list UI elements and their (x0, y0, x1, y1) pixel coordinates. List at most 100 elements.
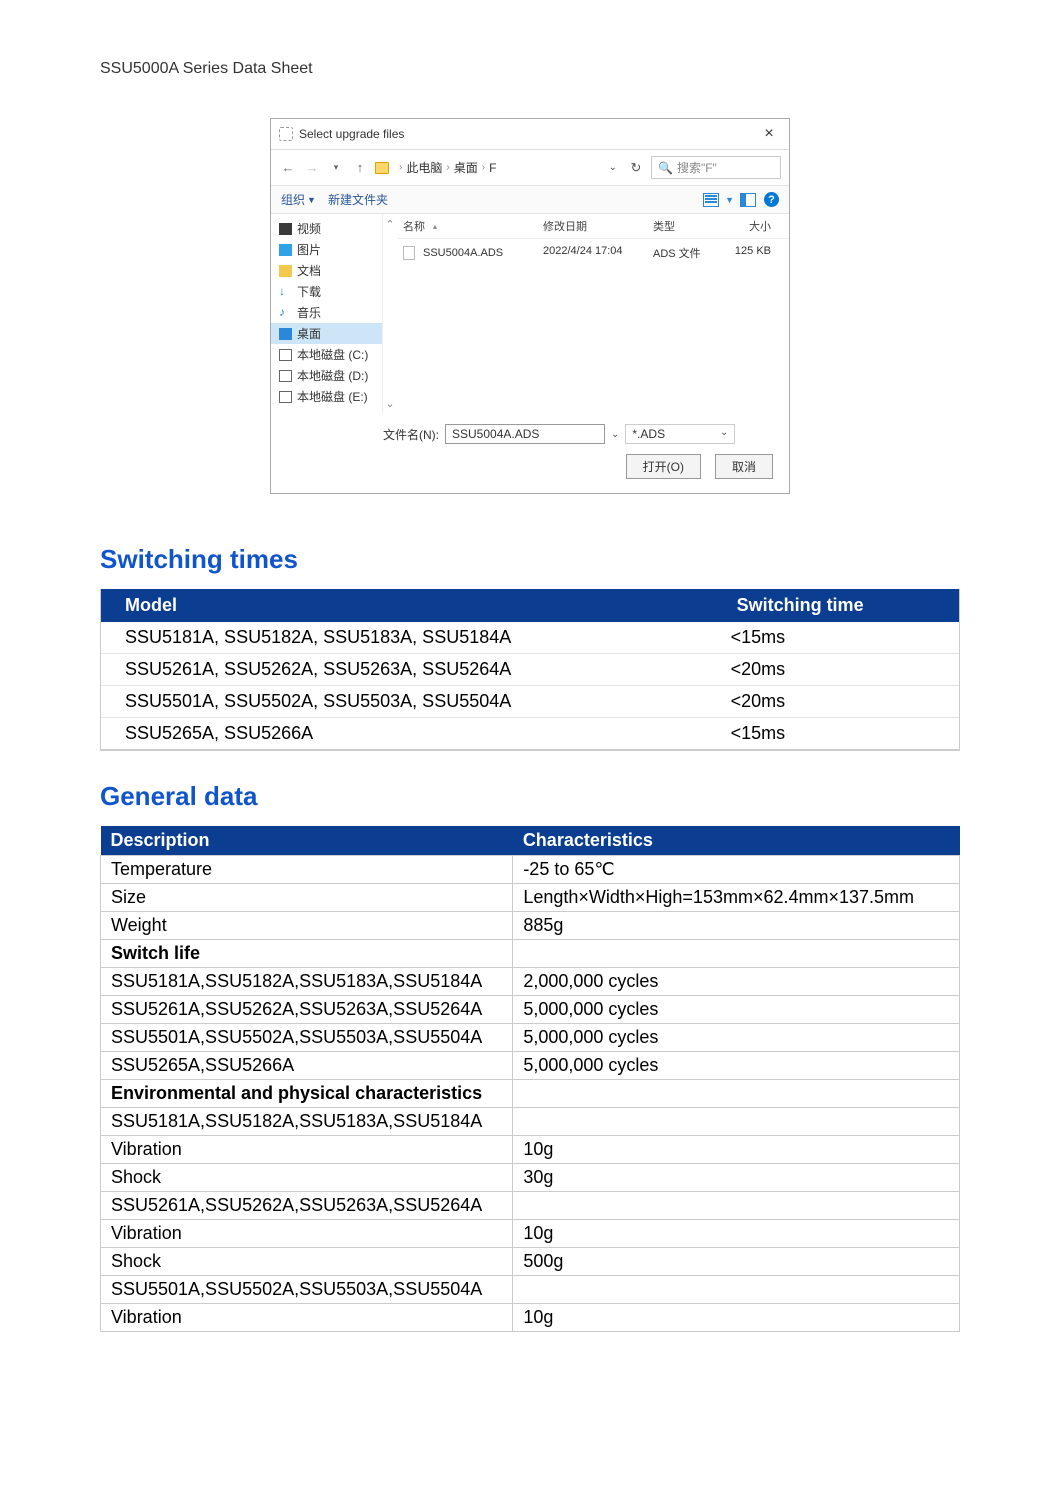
sidebar-item-desktop[interactable]: 桌面 (271, 323, 382, 344)
sidebar-item-pictures[interactable]: 图片 (271, 239, 382, 260)
table-cell: SSU5265A,SSU5266A (101, 1052, 513, 1080)
organize-menu[interactable]: 组织 ▼ (281, 191, 316, 208)
table-row: Shock500g (101, 1248, 960, 1276)
table-cell: Temperature (101, 856, 513, 884)
breadcrumb-item[interactable]: 此电脑 (406, 159, 442, 176)
column-date[interactable]: 修改日期 (537, 214, 647, 238)
table-cell: 5,000,000 cycles (513, 1052, 960, 1080)
table-cell: Environmental and physical characteristi… (101, 1080, 513, 1108)
sidebar-item-drive-c[interactable]: 本地磁盘 (C:) (271, 344, 382, 365)
table-cell: Vibration (101, 1220, 513, 1248)
sidebar-item-drive-e[interactable]: 本地磁盘 (E:) (271, 386, 382, 407)
table-cell: Shock (101, 1164, 513, 1192)
sidebar-item-music[interactable]: 音乐 (271, 302, 382, 323)
forward-icon[interactable]: → (303, 159, 321, 177)
table-header: Model (101, 589, 707, 622)
table-row: SSU5265A, SSU5266A<15ms (101, 718, 959, 750)
dialog-footer: 文件名(N): SSU5004A.ADS ⌄ *.ADS ⌄ 打开(O) 取消 (271, 414, 789, 493)
drive-icon (279, 391, 292, 403)
folder-icon (375, 162, 389, 174)
table-cell (513, 1276, 960, 1304)
back-icon[interactable]: ← (279, 159, 297, 177)
file-open-dialog: Select upgrade files × ← → ▾ ↑ › 此电脑 › 桌… (270, 118, 790, 494)
breadcrumb-item[interactable]: 桌面 (454, 159, 478, 176)
table-cell: Weight (101, 912, 513, 940)
column-type[interactable]: 类型 (647, 214, 717, 238)
video-icon (279, 223, 292, 235)
table-cell (513, 1108, 960, 1136)
sidebar-item-label: 本地磁盘 (D:) (297, 367, 368, 384)
file-type: ADS 文件 (647, 241, 717, 265)
refresh-icon[interactable]: ↻ (627, 159, 645, 177)
caret-down-icon[interactable]: ▼ (725, 195, 734, 205)
table-cell: Shock (101, 1248, 513, 1276)
file-size: 125 KB (717, 241, 777, 265)
caret-down-icon: ⌄ (720, 427, 728, 441)
section-heading-general: General data (100, 781, 960, 812)
table-row: SSU5501A,SSU5502A,SSU5503A,SSU5504A (101, 1276, 960, 1304)
dialog-nav: ← → ▾ ↑ › 此电脑 › 桌面 › F ⌄ ↻ 🔍 搜索"F" (271, 150, 789, 185)
sidebar-item-label: 桌面 (297, 325, 321, 342)
table-cell: SSU5261A, SSU5262A, SSU5263A, SSU5264A (101, 654, 707, 686)
file-filter-select[interactable]: *.ADS ⌄ (625, 424, 735, 444)
up-icon[interactable]: ↑ (351, 159, 369, 177)
sidebar-item-downloads[interactable]: 下载 (271, 281, 382, 302)
table-cell: Vibration (101, 1136, 513, 1164)
close-icon[interactable]: × (757, 125, 781, 143)
dialog-sidebar: 视频 图片 文档 下载 音乐 桌面 本地磁盘 (C:) 本地磁盘 (D:) 本地… (271, 214, 383, 414)
path-dropdown-icon[interactable]: ⌄ (605, 162, 621, 173)
dialog-title: Select upgrade files (299, 127, 757, 141)
music-icon (279, 307, 292, 319)
column-name[interactable]: 名称▴ (397, 214, 537, 238)
table-row: SSU5261A,SSU5262A,SSU5263A,SSU5264A5,000… (101, 996, 960, 1024)
view-options-icon[interactable] (703, 193, 719, 207)
caret-down-icon: ▼ (307, 195, 316, 205)
drive-icon (279, 349, 292, 361)
sidebar-item-label: 图片 (297, 241, 321, 258)
filename-label: 文件名(N): (383, 426, 439, 443)
table-cell: SSU5181A, SSU5182A, SSU5183A, SSU5184A (101, 622, 707, 654)
table-header: Description (101, 826, 513, 856)
file-date: 2022/4/24 17:04 (537, 241, 647, 265)
table-cell: <20ms (707, 686, 959, 718)
search-icon: 🔍 (658, 161, 673, 175)
table-cell: -25 to 65℃ (513, 856, 960, 884)
search-input[interactable]: 🔍 搜索"F" (651, 156, 781, 179)
table-cell: 885g (513, 912, 960, 940)
cancel-button[interactable]: 取消 (715, 454, 773, 479)
picture-icon (279, 244, 292, 256)
table-cell: Vibration (101, 1304, 513, 1332)
recent-dropdown-icon[interactable]: ▾ (327, 159, 345, 177)
table-cell: 5,000,000 cycles (513, 1024, 960, 1052)
column-size[interactable]: 大小 (717, 214, 777, 238)
table-cell: Switch life (101, 940, 513, 968)
table-cell: 10g (513, 1220, 960, 1248)
sidebar-scrollbar[interactable]: ⌃ ⌄ (383, 214, 397, 414)
preview-pane-icon[interactable] (740, 193, 756, 207)
file-row[interactable]: SSU5004A.ADS 2022/4/24 17:04 ADS 文件 125 … (397, 239, 789, 267)
sidebar-item-label: 视频 (297, 220, 321, 237)
sidebar-item-drive-d[interactable]: 本地磁盘 (D:) (271, 365, 382, 386)
table-row: SSU5501A, SSU5502A, SSU5503A, SSU5504A<2… (101, 686, 959, 718)
switching-times-table: Model Switching time SSU5181A, SSU5182A,… (101, 589, 959, 750)
sidebar-item-documents[interactable]: 文档 (271, 260, 382, 281)
sidebar-item-videos[interactable]: 视频 (271, 218, 382, 239)
scroll-up-icon[interactable]: ⌃ (384, 218, 396, 231)
desktop-icon (279, 328, 292, 340)
table-cell: <15ms (707, 622, 959, 654)
filename-dropdown-icon[interactable]: ⌄ (611, 429, 619, 440)
file-list-header: 名称▴ 修改日期 类型 大小 (397, 214, 789, 239)
filename-input[interactable]: SSU5004A.ADS (445, 424, 605, 444)
table-cell: SSU5181A,SSU5182A,SSU5183A,SSU5184A (101, 1108, 513, 1136)
scroll-down-icon[interactable]: ⌄ (384, 397, 396, 410)
table-row: Environmental and physical characteristi… (101, 1080, 960, 1108)
breadcrumb[interactable]: › 此电脑 › 桌面 › F (395, 157, 599, 178)
new-folder-button[interactable]: 新建文件夹 (328, 191, 388, 208)
table-cell: SSU5501A,SSU5502A,SSU5503A,SSU5504A (101, 1024, 513, 1052)
breadcrumb-item[interactable]: F (489, 161, 496, 175)
table-row: Vibration10g (101, 1304, 960, 1332)
table-cell: SSU5265A, SSU5266A (101, 718, 707, 750)
table-cell (513, 1080, 960, 1108)
open-button[interactable]: 打开(O) (626, 454, 701, 479)
help-icon[interactable]: ? (764, 192, 779, 207)
